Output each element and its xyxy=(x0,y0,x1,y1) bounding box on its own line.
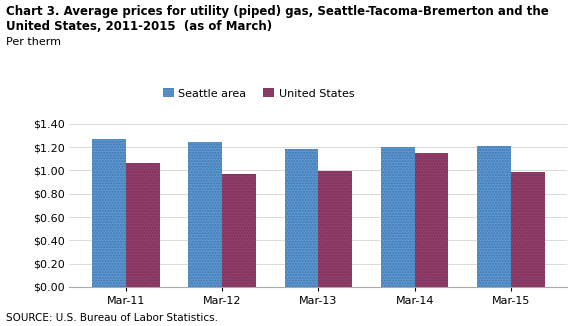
Bar xyxy=(222,174,256,287)
Bar xyxy=(188,142,222,287)
Bar xyxy=(318,171,352,287)
Text: United States, 2011-2015  (as of March): United States, 2011-2015 (as of March) xyxy=(6,20,272,33)
Bar xyxy=(285,149,318,287)
Bar xyxy=(92,140,126,287)
Bar xyxy=(126,163,160,287)
Text: Per therm: Per therm xyxy=(6,37,61,48)
Bar xyxy=(415,153,449,287)
Legend: Seattle area, United States: Seattle area, United States xyxy=(159,84,359,103)
Bar xyxy=(381,147,415,287)
Text: SOURCE: U.S. Bureau of Labor Statistics.: SOURCE: U.S. Bureau of Labor Statistics. xyxy=(6,313,218,323)
Text: Chart 3. Average prices for utility (piped) gas, Seattle-Tacoma-Bremerton and th: Chart 3. Average prices for utility (pip… xyxy=(6,5,548,18)
Bar xyxy=(477,145,511,287)
Bar xyxy=(511,172,545,287)
